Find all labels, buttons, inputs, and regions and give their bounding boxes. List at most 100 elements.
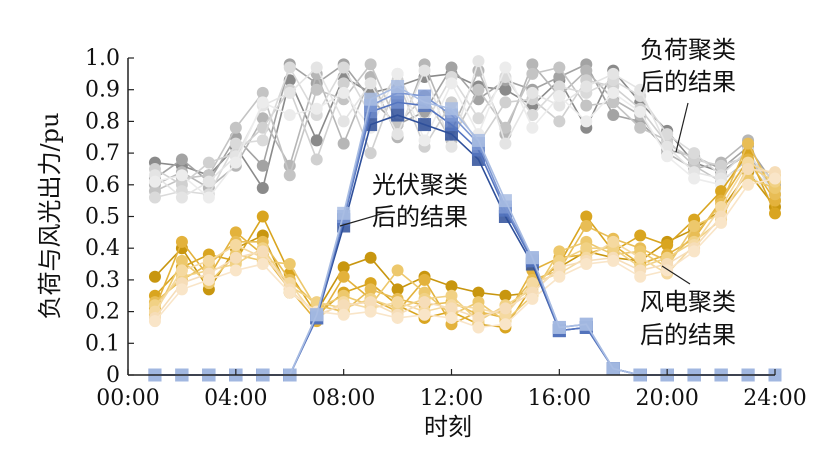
pv-point [579, 317, 593, 331]
pv-point [471, 133, 485, 147]
wind-point [175, 264, 188, 277]
load-point [634, 83, 647, 96]
wind-point [553, 245, 566, 258]
ticks: 0 0.1 0.2 0.3 0.4 0.5 0.6 0.7 0.8 0.9 1.0 00:00 04:0… [85, 46, 807, 411]
x-tick-label: 20:00 [635, 386, 698, 411]
load-point [256, 112, 269, 125]
pv-point [498, 194, 512, 208]
pv-point [606, 362, 620, 376]
load-point [553, 61, 566, 74]
y-tick-label: 0 [106, 363, 120, 388]
wind-point [553, 270, 566, 283]
wind-point [202, 273, 215, 286]
load-point [445, 61, 458, 74]
wind-annotation-line2: 后的结果 [640, 321, 736, 349]
load-point [661, 150, 674, 163]
pv-annotation-line1: 光伏聚类 [372, 171, 468, 199]
load-point [499, 61, 512, 74]
pv-point [445, 102, 458, 116]
wind-point [688, 245, 701, 258]
wind-point [337, 299, 350, 312]
wind-point [499, 302, 512, 315]
wind-point [229, 264, 242, 277]
x-tick-label: 04:00 [204, 386, 267, 411]
load-point [526, 67, 539, 80]
wind-point [175, 254, 188, 267]
pv-point [552, 320, 566, 334]
wind-point [472, 302, 485, 315]
wind-point [364, 251, 377, 264]
load-point [202, 191, 215, 204]
load-point [634, 121, 647, 134]
wind-point [607, 235, 620, 248]
wind-point [634, 229, 647, 242]
load-point [553, 71, 566, 84]
load-point [445, 140, 458, 153]
pv-annotation-leader [339, 211, 389, 227]
wind-point [580, 220, 593, 233]
wind-point [175, 235, 188, 248]
y-tick-label: 0.3 [85, 268, 120, 293]
wind-point [445, 289, 458, 302]
pv-point [337, 206, 351, 220]
wind-point [337, 270, 350, 283]
load-point [472, 83, 485, 96]
load-point [553, 90, 566, 103]
y-tick-label: 1.0 [85, 46, 120, 71]
load-point [175, 153, 188, 166]
load-point [283, 61, 296, 74]
wind-point [445, 311, 458, 324]
wind-point [769, 207, 781, 220]
load-point [148, 175, 161, 188]
wind-point [742, 137, 755, 150]
wind-point [607, 254, 620, 267]
wind-point [472, 321, 485, 334]
load-point [688, 172, 701, 185]
y-tick-label: 0.9 [85, 78, 120, 103]
load-point [283, 86, 296, 99]
y-tick-label: 0.6 [85, 173, 120, 198]
wind-point [256, 245, 269, 258]
wind-annotation-line1: 风电聚类 [640, 288, 736, 316]
y-tick-label: 0.7 [85, 141, 120, 166]
load-point [580, 64, 593, 77]
load-annotation-line1: 负荷聚类 [640, 36, 736, 64]
wind-point [364, 305, 377, 318]
y-tick-label: 0.1 [85, 331, 120, 356]
load-point [229, 121, 242, 134]
wind-point [256, 258, 269, 271]
y-tick-label: 0.8 [85, 109, 120, 134]
wind-point [715, 185, 728, 198]
load-point [202, 156, 215, 169]
wind-point [526, 277, 539, 290]
wind-point [769, 172, 781, 185]
wind-point [445, 280, 458, 293]
wind-point [580, 210, 593, 223]
wind-point [364, 283, 377, 296]
wind-point [391, 296, 404, 309]
load-point [256, 159, 269, 172]
load-point [553, 80, 566, 93]
wind-point [229, 251, 242, 264]
wind-point [418, 273, 431, 286]
load-point [580, 99, 593, 112]
load-point [256, 96, 269, 109]
load-point [499, 121, 512, 134]
load-point [499, 96, 512, 109]
load-point [391, 128, 404, 141]
pv-point [418, 118, 432, 132]
load-point [229, 156, 242, 169]
load-point [310, 83, 323, 96]
load-point [472, 112, 485, 125]
wind-point [499, 318, 512, 331]
y-tick-label: 0.4 [85, 236, 120, 261]
load-point [283, 109, 296, 122]
load-point [175, 169, 188, 182]
load-point [526, 86, 539, 99]
load-point [661, 140, 674, 153]
wind-point [337, 261, 350, 274]
wind-point [175, 283, 188, 296]
load-point [607, 96, 620, 109]
wind-point [202, 254, 215, 267]
wind-point [715, 216, 728, 229]
